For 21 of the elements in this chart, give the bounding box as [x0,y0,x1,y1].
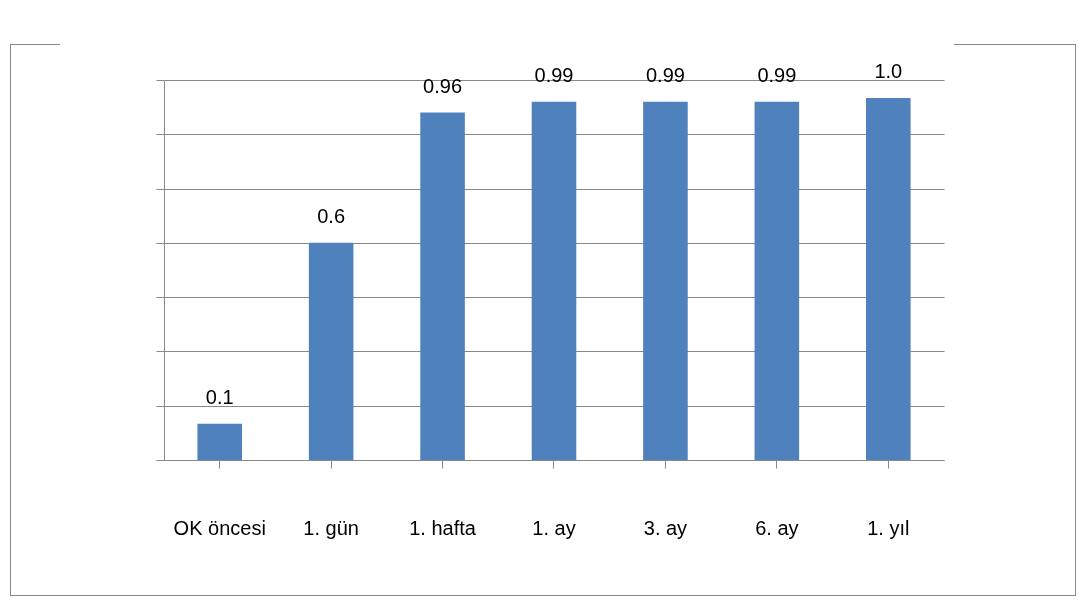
data-label: 0.99 [757,63,797,86]
bar [197,423,242,460]
x-tick-label: OK öncesi [173,516,266,539]
data-label: 0.1 [205,385,234,408]
bar [420,112,465,460]
bar [754,101,800,460]
bar [643,101,688,460]
data-label: 0.99 [645,63,685,86]
data-label: 0.99 [534,63,574,86]
x-tick-label: 1. yıl [867,516,910,539]
x-tick-label: 6. ay [755,516,799,539]
data-label: 1.0 [874,60,903,83]
bar [531,101,577,460]
data-label: 0.6 [317,204,346,227]
x-tick-label: 1. gün [303,516,359,539]
bar [308,242,354,460]
x-tick-label: 3. ay [643,516,688,539]
x-tick-label: 1. hafta [409,516,477,539]
data-label: 0.96 [423,74,463,97]
x-tick-label: 1. ay [532,516,576,539]
bar [866,98,911,460]
